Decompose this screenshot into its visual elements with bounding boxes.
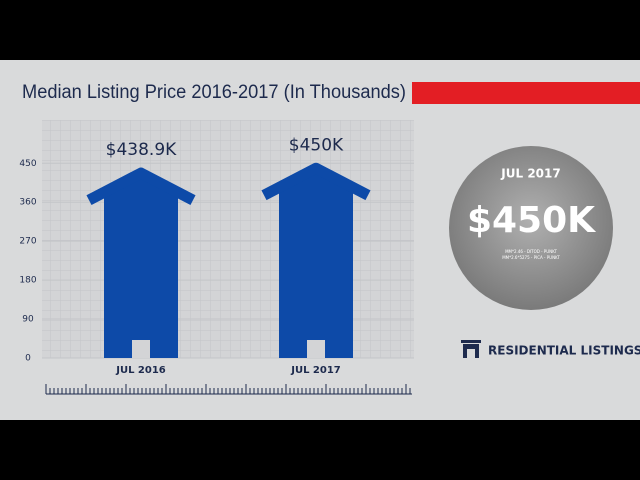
x-tick-label: JUL 2017 xyxy=(290,365,341,376)
house-door xyxy=(307,340,325,358)
chart-title: Median Listing Price 2016-2017 (In Thous… xyxy=(22,82,406,103)
ruler xyxy=(45,384,412,395)
y-tick-label: 0 xyxy=(25,354,31,364)
value-label: $450K xyxy=(289,135,344,155)
house-door xyxy=(132,340,150,358)
y-tick-label: 360 xyxy=(19,198,36,208)
y-tick-label: 450 xyxy=(19,159,36,169)
legend-icon xyxy=(461,340,481,358)
house-bar xyxy=(104,172,178,358)
callout-label: JUL 2017 xyxy=(500,167,560,181)
value-label: $438.9K xyxy=(106,140,177,160)
house-roof xyxy=(86,167,196,205)
accent-bar xyxy=(412,82,640,104)
callout-value: $450K xyxy=(467,200,596,241)
x-tick-label: JUL 2016 xyxy=(115,365,166,376)
y-tick-label: 270 xyxy=(19,237,36,247)
house-bar xyxy=(279,167,353,358)
legend-label: RESIDENTIAL LISTINGS xyxy=(488,344,640,358)
y-tick-label: 90 xyxy=(22,315,34,325)
callout-note: MM*2.46 - DITOD - PUNKT xyxy=(505,249,557,254)
y-tick-label: 180 xyxy=(19,276,36,286)
callout-circle xyxy=(449,146,613,310)
callout-note: MM*2.6*5275 - PICA - PUNKT xyxy=(502,255,560,260)
house-roof xyxy=(261,162,371,201)
grid-pattern xyxy=(42,120,414,358)
